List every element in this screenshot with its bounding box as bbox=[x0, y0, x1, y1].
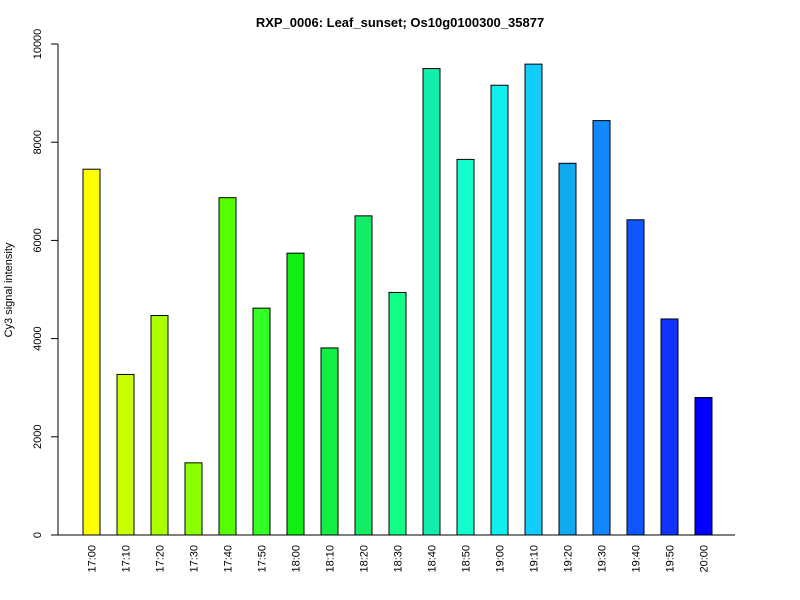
x-tick-label: 18:10 bbox=[325, 545, 337, 573]
x-tick-label: 17:30 bbox=[189, 545, 201, 573]
x-tick-label: 17:10 bbox=[121, 545, 133, 573]
bar-1840 bbox=[422, 68, 441, 536]
x-tick-label: 17:50 bbox=[257, 545, 269, 573]
bar-1820 bbox=[354, 215, 373, 536]
bar-1830 bbox=[388, 291, 407, 536]
bar-1720 bbox=[150, 315, 169, 536]
bar-2000 bbox=[694, 397, 713, 536]
bar-1710 bbox=[116, 373, 135, 536]
x-tick-label: 17:40 bbox=[223, 545, 235, 573]
bar-1940 bbox=[626, 219, 645, 536]
y-tick-label: 0 bbox=[32, 532, 44, 538]
x-tick-label: 19:20 bbox=[563, 545, 575, 573]
y-tick-label: 4000 bbox=[32, 326, 44, 350]
x-tick-label: 18:20 bbox=[359, 545, 371, 573]
bar-1900 bbox=[490, 84, 509, 536]
chart-title: RXP_0006: Leaf_sunset; Os10g0100300_3587… bbox=[256, 15, 544, 30]
bar-1740 bbox=[218, 197, 237, 536]
bar-1930 bbox=[592, 120, 611, 536]
x-tick-label: 17:20 bbox=[155, 545, 167, 573]
bar-1750 bbox=[252, 307, 271, 536]
bar-1920 bbox=[558, 162, 577, 536]
x-tick-label: 19:40 bbox=[631, 545, 643, 573]
bar-1950 bbox=[660, 318, 679, 536]
x-tick-label: 19:50 bbox=[665, 545, 677, 573]
x-ticks: 17:00 17:10 17:20 17:30 17:40 17:50 18:00 18:10… bbox=[87, 545, 711, 573]
bar-1730 bbox=[184, 462, 203, 536]
bar-1800 bbox=[286, 252, 305, 536]
bars bbox=[82, 63, 713, 536]
x-tick-label: 19:00 bbox=[495, 545, 507, 573]
x-tick-label: 18:50 bbox=[461, 545, 473, 573]
x-tick-label: 19:10 bbox=[529, 545, 541, 573]
x-tick-label: 19:30 bbox=[597, 545, 609, 573]
y-tick-label: 6000 bbox=[32, 228, 44, 252]
bar-1810 bbox=[320, 347, 339, 536]
y-tick-label: 8000 bbox=[32, 130, 44, 154]
x-tick-label: 17:00 bbox=[87, 545, 99, 573]
y-tick-label: 2000 bbox=[32, 425, 44, 449]
x-tick-label: 18:00 bbox=[291, 545, 303, 573]
y-axis-label: Cy3 signal intensity bbox=[3, 242, 15, 337]
bar-1850 bbox=[456, 158, 475, 536]
bar-1700 bbox=[82, 168, 101, 536]
y-tick-label: 10000 bbox=[32, 29, 44, 60]
x-tick-label: 20:00 bbox=[699, 545, 711, 573]
x-tick-label: 18:40 bbox=[427, 545, 439, 573]
bar-1910 bbox=[524, 63, 543, 536]
x-tick-label: 18:30 bbox=[393, 545, 405, 573]
y-ticks: 0 2000 4000 6000 8000 10000 bbox=[32, 29, 58, 538]
